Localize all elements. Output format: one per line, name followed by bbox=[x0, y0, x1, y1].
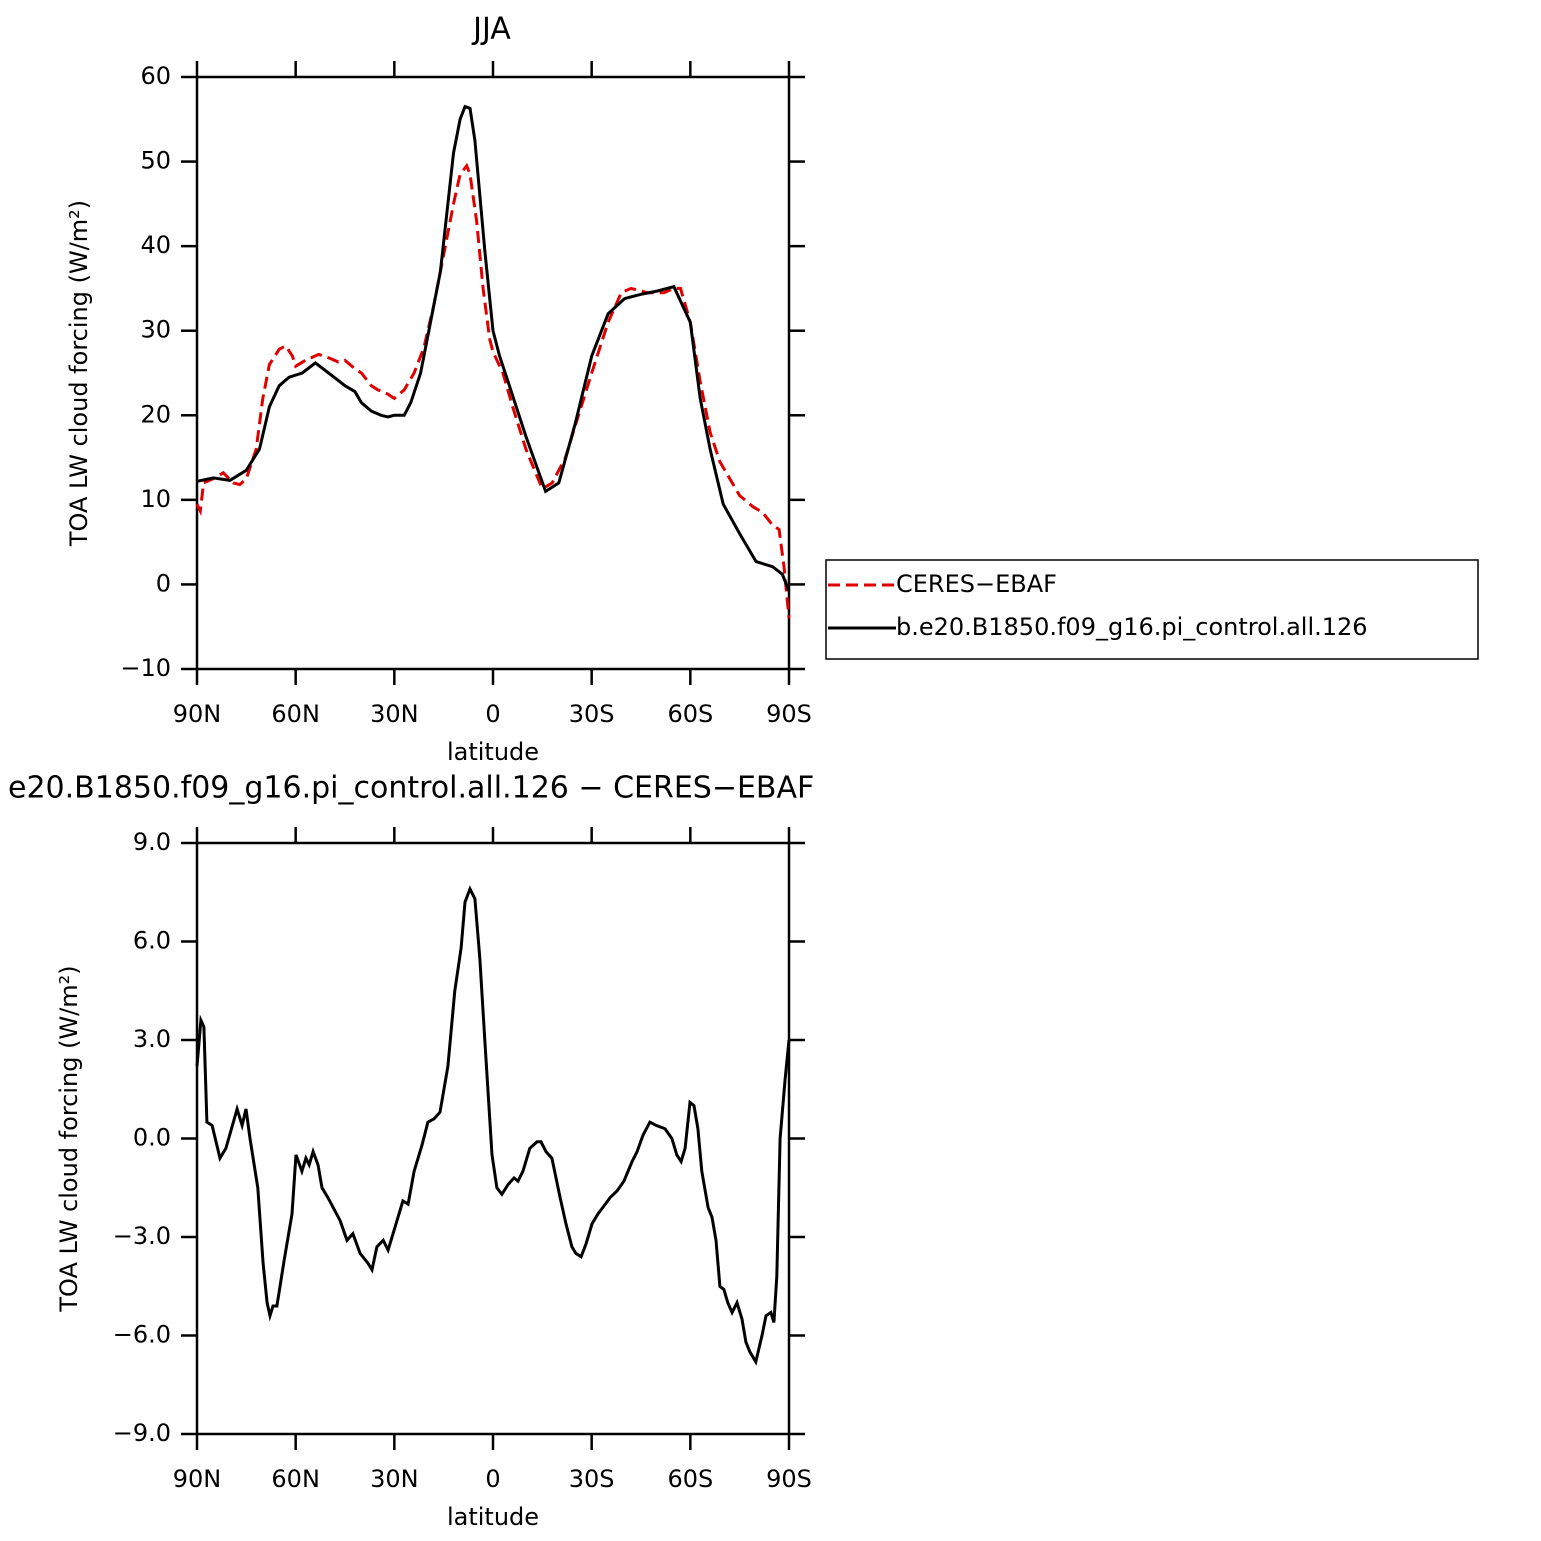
y-tick-label: −6.0 bbox=[113, 1321, 171, 1349]
y-axis-label: TOA LW cloud forcing (W/m²) bbox=[65, 200, 93, 547]
x-tick-label: 60N bbox=[271, 1465, 320, 1493]
y-tick-label: −9.0 bbox=[113, 1419, 171, 1447]
y-tick-label: 40 bbox=[140, 231, 171, 259]
x-tick-label: 90N bbox=[173, 700, 222, 728]
x-tick-label: 60S bbox=[667, 1465, 713, 1493]
x-tick-label: 90S bbox=[766, 1465, 812, 1493]
x-tick-label: 0 bbox=[485, 700, 500, 728]
y-tick-label: 0 bbox=[156, 569, 171, 597]
y-tick-label: 50 bbox=[140, 147, 171, 175]
y-tick-label: 9.0 bbox=[133, 828, 171, 856]
x-tick-label: 30N bbox=[370, 1465, 419, 1493]
y-tick-label: 0.0 bbox=[133, 1124, 171, 1152]
y-tick-label: 10 bbox=[140, 485, 171, 513]
legend-label: CERES−EBAF bbox=[896, 570, 1057, 598]
y-tick-label: −3.0 bbox=[113, 1222, 171, 1250]
x-axis-label: latitude bbox=[447, 1503, 539, 1531]
data-line bbox=[195, 885, 791, 1366]
x-axis-label: latitude bbox=[447, 738, 539, 766]
y-tick-label: 30 bbox=[140, 316, 171, 344]
y-axis-label: TOA LW cloud forcing (W/m²) bbox=[55, 965, 83, 1312]
x-tick-label: 60N bbox=[271, 700, 320, 728]
chart-title: JJA bbox=[471, 12, 511, 47]
chart-title: e20.B1850.f09_g16.pi_control.all.126 − C… bbox=[8, 771, 814, 806]
x-tick-label: 60S bbox=[667, 700, 713, 728]
y-tick-label: 3.0 bbox=[133, 1025, 171, 1053]
x-tick-label: 30S bbox=[569, 1465, 615, 1493]
y-tick-label: 6.0 bbox=[133, 927, 171, 955]
x-tick-label: 90S bbox=[766, 700, 812, 728]
legend-label: b.e20.B1850.f09_g16.pi_control.all.126 bbox=[896, 613, 1368, 641]
x-tick-label: 30S bbox=[569, 700, 615, 728]
legend-box bbox=[825, 559, 1479, 660]
x-tick-label: 0 bbox=[485, 1465, 500, 1493]
y-tick-label: −10 bbox=[120, 654, 171, 682]
y-tick-label: 60 bbox=[140, 62, 171, 90]
data-line bbox=[196, 104, 791, 592]
data-line bbox=[195, 162, 791, 619]
x-tick-label: 90N bbox=[173, 1465, 222, 1493]
x-tick-label: 30N bbox=[370, 700, 419, 728]
y-tick-label: 20 bbox=[140, 400, 171, 428]
